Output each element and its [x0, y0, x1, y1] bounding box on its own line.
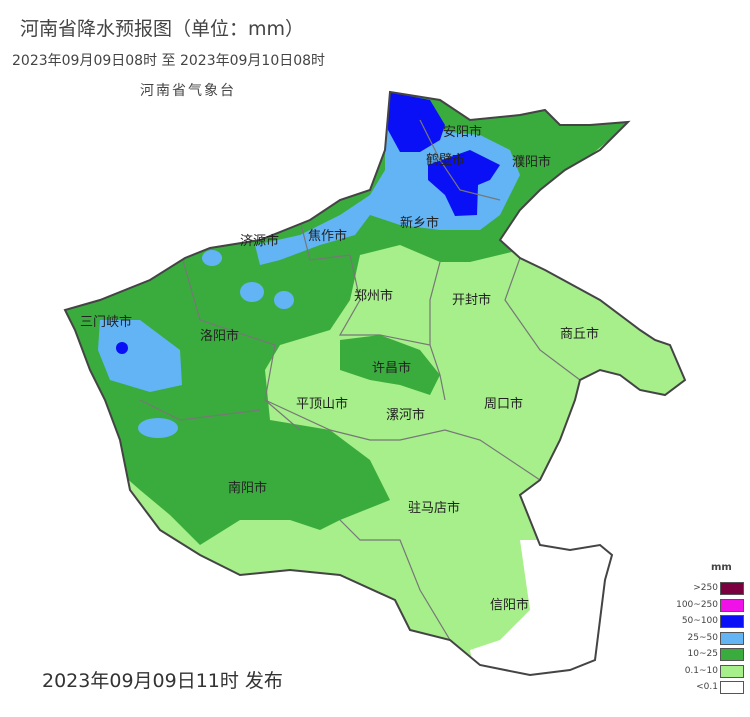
- city-label: 商丘市: [560, 326, 599, 342]
- rain-10-25-area-center: [340, 335, 440, 395]
- city-label: 漯河市: [386, 407, 425, 423]
- legend-item: >250: [678, 582, 748, 596]
- rain-25-50-patch: [240, 282, 264, 302]
- legend-swatch: [720, 598, 744, 612]
- legend-swatch: [720, 664, 744, 678]
- legend-label: 25~50: [687, 632, 718, 643]
- map-title: 河南省降水预报图（单位：mm）: [20, 18, 305, 40]
- legend-swatch: [720, 615, 744, 628]
- city-label: 济源市: [240, 233, 279, 249]
- city-label: 开封市: [452, 292, 491, 308]
- rain-none-area: [470, 540, 620, 675]
- forecast-period: 2023年09月09日08时 至 2023年09月10日08时: [12, 53, 326, 69]
- agency-name: 河南省气象台: [140, 83, 236, 99]
- rain-25-50-area-west: [98, 320, 182, 392]
- legend-label: <0.1: [696, 682, 718, 692]
- city-label: 濮阳市: [512, 154, 551, 170]
- legend-item: <0.1: [678, 681, 748, 695]
- legend-swatch: [720, 681, 744, 694]
- city-label: 郑州市: [354, 288, 393, 304]
- city-labels: 安阳市 鹤壁市 濮阳市 新乡市 济源市 焦作市 郑州市 开封市 三门峡市 洛阳市…: [80, 124, 599, 613]
- city-label: 信阳市: [490, 597, 529, 613]
- legend-swatch: [720, 582, 744, 595]
- city-label: 许昌市: [372, 360, 411, 376]
- city-label: 安阳市: [443, 124, 482, 140]
- legend-label: 50~100: [681, 616, 718, 626]
- legend-item: 25~50: [678, 631, 748, 646]
- city-label: 焦作市: [308, 228, 347, 244]
- legend-item: 100~250: [676, 598, 748, 613]
- rain-25-50-patch: [138, 418, 178, 438]
- city-label: 平顶山市: [296, 396, 348, 412]
- rain-50-100-area: [388, 92, 445, 152]
- city-label: 驻马店市: [408, 500, 460, 516]
- legend-label: 0.1~10: [684, 665, 718, 676]
- legend-unit: mm: [711, 562, 732, 573]
- rain-25-50-patch: [202, 250, 222, 266]
- city-label: 三门峡市: [80, 314, 132, 330]
- city-label: 鹤壁市: [426, 152, 465, 168]
- rain-50-100-dot: [116, 342, 128, 354]
- city-label: 周口市: [484, 396, 523, 412]
- rain-25-50-patch: [274, 291, 294, 309]
- city-label: 新乡市: [400, 215, 439, 231]
- city-borders: [139, 119, 581, 641]
- city-label: 南阳市: [228, 480, 267, 496]
- legend-label: 100~250: [676, 599, 718, 610]
- issue-time: 2023年09月09日11时 发布: [42, 670, 283, 692]
- legend-item: 10~25: [678, 648, 748, 662]
- legend-swatch: [720, 631, 744, 645]
- city-label: 洛阳市: [200, 328, 239, 344]
- rain-50-100-area-2: [428, 150, 500, 216]
- legend-label: >250: [693, 583, 718, 593]
- legend-swatch: [720, 648, 744, 661]
- legend-item: 50~100: [678, 615, 748, 629]
- legend-item: 0.1~10: [678, 664, 748, 679]
- legend-label: 10~25: [687, 649, 718, 659]
